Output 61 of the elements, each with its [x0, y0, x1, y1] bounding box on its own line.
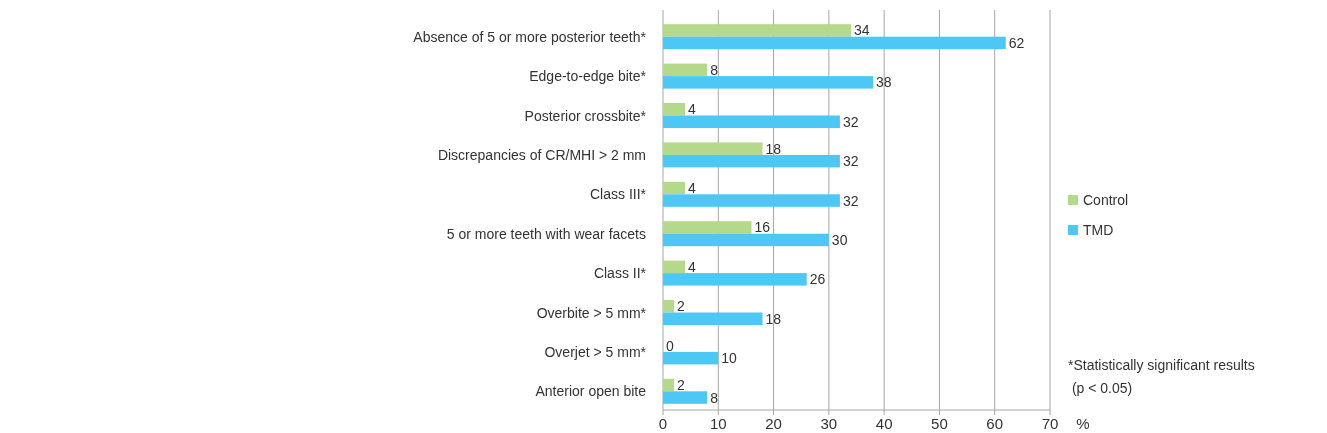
data-label: 4	[688, 101, 697, 118]
data-label: 4	[688, 258, 697, 275]
bar	[663, 273, 807, 286]
bar	[663, 351, 719, 365]
y-tick-label: Anterior open bite	[535, 383, 647, 400]
bar	[663, 194, 840, 207]
bar	[663, 154, 840, 168]
data-label: 32	[842, 153, 859, 170]
bar	[663, 378, 675, 392]
legend-label: Control	[1083, 192, 1129, 208]
y-tick-label: Class II*	[593, 265, 647, 282]
x-tick-label: 20	[765, 415, 782, 432]
data-label: 2	[677, 298, 686, 315]
x-tick-label: 30	[820, 415, 838, 432]
y-tick-label: Discrepancies of CR/MHI > 2 mm	[437, 146, 646, 163]
bar	[663, 142, 763, 155]
x-tick-label: 40	[875, 415, 893, 432]
data-label: 18	[765, 310, 782, 327]
data-label: 8	[710, 61, 719, 78]
data-label: 8	[710, 389, 719, 406]
y-tick-label: 5 or more teeth with wear facets	[446, 225, 646, 242]
bar	[663, 260, 686, 274]
bar	[663, 300, 675, 313]
data-label: 2	[677, 377, 686, 394]
data-label: 26	[809, 271, 826, 288]
data-label: 34	[853, 22, 870, 39]
text: *Statistically significant results (p < 0.05)	[1068, 357, 1255, 396]
data-label: 0	[666, 337, 674, 354]
bar	[663, 115, 840, 128]
data-label: 38	[876, 74, 892, 91]
data-label: 62	[1008, 34, 1025, 51]
data-label: 4	[688, 180, 697, 197]
data-label: 18	[765, 140, 782, 157]
x-tick-label: 70	[1041, 415, 1059, 432]
bar	[663, 103, 686, 116]
y-tick-label: Posterior crossbite*	[524, 107, 647, 124]
x-tick-label: 50	[931, 415, 948, 432]
x-tick-label: 10	[709, 415, 727, 432]
bar	[663, 233, 829, 247]
bar	[663, 312, 763, 325]
x-tick-label: 60	[986, 415, 1004, 432]
x-tick-label: 0	[658, 415, 668, 432]
y-tick-label: Overjet > 5 mm*	[544, 343, 647, 360]
bar	[663, 76, 874, 89]
data-label: 10	[721, 350, 738, 367]
x-axis-title: %	[1076, 415, 1090, 432]
bar	[663, 181, 686, 195]
bar	[663, 63, 708, 77]
bar	[663, 36, 1006, 50]
bar	[663, 221, 752, 234]
y-tick-label: Absence of 5 or more posterior teeth*	[413, 28, 647, 45]
bar	[663, 391, 708, 404]
data-label: 32	[842, 113, 859, 130]
data-label: 32	[842, 192, 859, 209]
y-tick-label: Edge-to-edge bite*	[529, 68, 647, 85]
data-label: 16	[754, 219, 771, 236]
y-tick-label: Class III*	[589, 186, 647, 203]
data-label: 30	[831, 231, 848, 248]
bar	[663, 24, 851, 37]
legend-label: TMD	[1083, 222, 1114, 238]
y-tick-label: Overbite > 5 mm*	[536, 304, 647, 321]
